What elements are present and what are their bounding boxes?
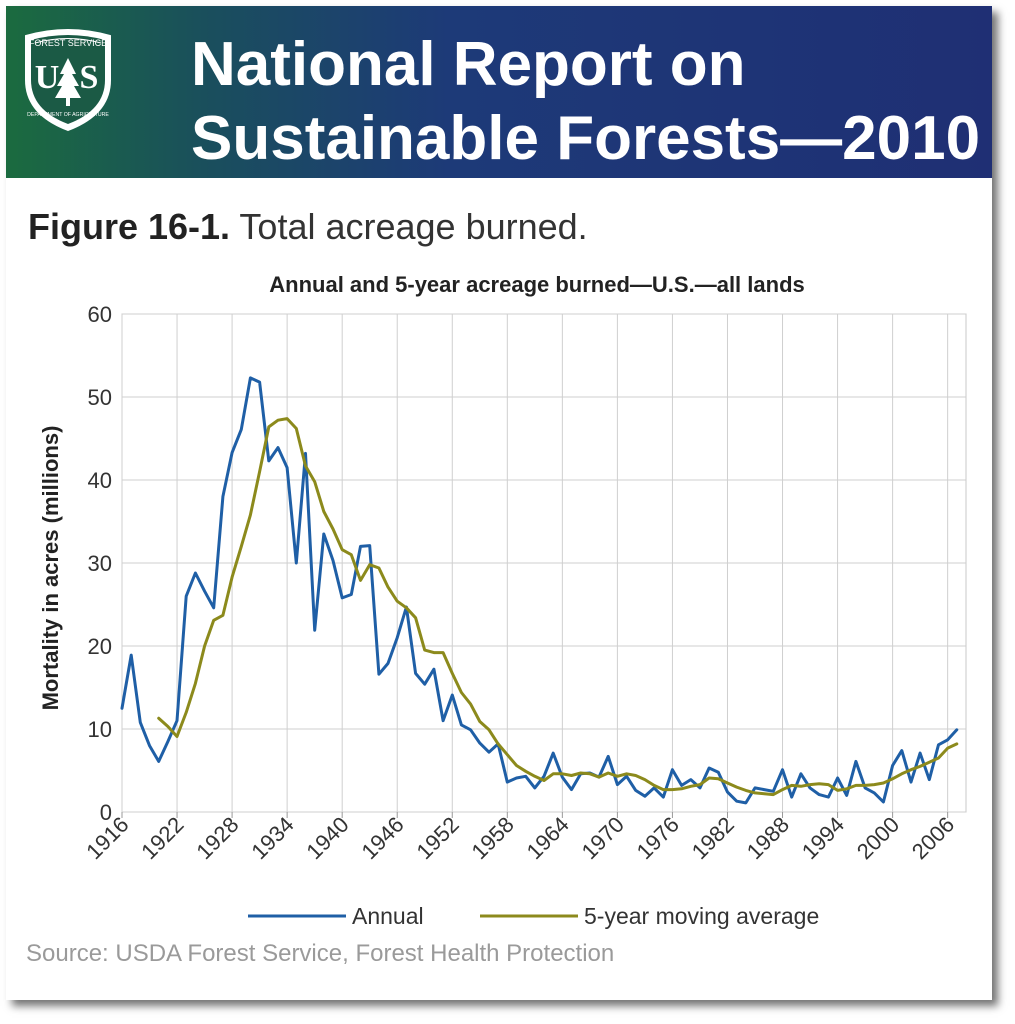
acreage-burned-chart: Annual and 5-year acreage burned—U.S.—al… bbox=[38, 272, 967, 929]
y-tick-label: 30 bbox=[88, 551, 112, 576]
pine-tree-icon bbox=[55, 58, 81, 98]
logo-letter-left: U bbox=[35, 59, 60, 96]
x-tick-label: 2000 bbox=[852, 812, 904, 864]
x-tick-label: 1952 bbox=[412, 812, 464, 864]
report-banner: FOREST SERVICE U S DEPARTMENT OF AGRICUL… bbox=[6, 6, 992, 178]
x-tick-label: 1964 bbox=[522, 812, 574, 864]
logo-department-text: DEPARTMENT OF AGRICULTURE bbox=[27, 112, 109, 118]
x-tick-label: 2006 bbox=[907, 812, 959, 864]
logo-letter-right: S bbox=[80, 59, 99, 96]
figure-caption: Figure 16-1. Total acreage burned. bbox=[28, 206, 588, 248]
x-tick-label: 1934 bbox=[246, 812, 298, 864]
x-tick-label: 1946 bbox=[356, 812, 408, 864]
legend-moving-average-label: 5-year moving average bbox=[584, 903, 819, 929]
x-tick-label: 1988 bbox=[742, 812, 794, 864]
x-tick-label: 1976 bbox=[632, 812, 684, 864]
logo-agency-text: FOREST SERVICE bbox=[29, 38, 107, 48]
chart-legend: Annual 5-year moving average bbox=[248, 903, 819, 929]
x-tick-label: 1982 bbox=[687, 812, 739, 864]
x-tick-label: 1928 bbox=[191, 812, 243, 864]
chart-title: Annual and 5-year acreage burned—U.S.—al… bbox=[269, 272, 805, 297]
y-tick-label: 50 bbox=[88, 385, 112, 410]
forest-service-shield-icon: FOREST SERVICE U S DEPARTMENT OF AGRICUL… bbox=[25, 29, 111, 132]
y-tick-label: 20 bbox=[88, 634, 112, 659]
x-tick-label: 1940 bbox=[301, 812, 353, 864]
y-tick-label: 10 bbox=[88, 717, 112, 742]
legend-annual-label: Annual bbox=[352, 903, 424, 929]
x-tick-label: 1970 bbox=[577, 812, 629, 864]
report-title-line-2: Sustainable Forests—2010 bbox=[191, 104, 981, 173]
report-title-line-1: National Report on bbox=[191, 30, 746, 99]
x-tick-label: 1922 bbox=[136, 812, 188, 864]
y-tick-label: 40 bbox=[88, 468, 112, 493]
moving-average-series-line bbox=[157, 417, 959, 797]
figure-label: Figure 16-1. bbox=[28, 206, 231, 247]
source-note: Source: USDA Forest Service, Forest Heal… bbox=[26, 940, 615, 967]
x-tick-label: 1994 bbox=[797, 812, 849, 864]
x-tick-label: 1958 bbox=[467, 812, 519, 864]
x-tick-label: 1916 bbox=[81, 812, 133, 864]
figure-caption-text: Total acreage burned. bbox=[239, 206, 588, 247]
y-axis-label: Mortality in acres (millions) bbox=[38, 426, 63, 711]
chart-series bbox=[120, 376, 959, 805]
y-tick-label: 0 bbox=[100, 800, 112, 825]
y-tick-label: 60 bbox=[88, 302, 112, 327]
report-card: FOREST SERVICE U S DEPARTMENT OF AGRICUL… bbox=[6, 6, 992, 1000]
report-title: National Report on Sustainable Forests—2… bbox=[191, 28, 991, 176]
chart-grid bbox=[121, 313, 967, 813]
annual-series-line bbox=[120, 376, 959, 805]
